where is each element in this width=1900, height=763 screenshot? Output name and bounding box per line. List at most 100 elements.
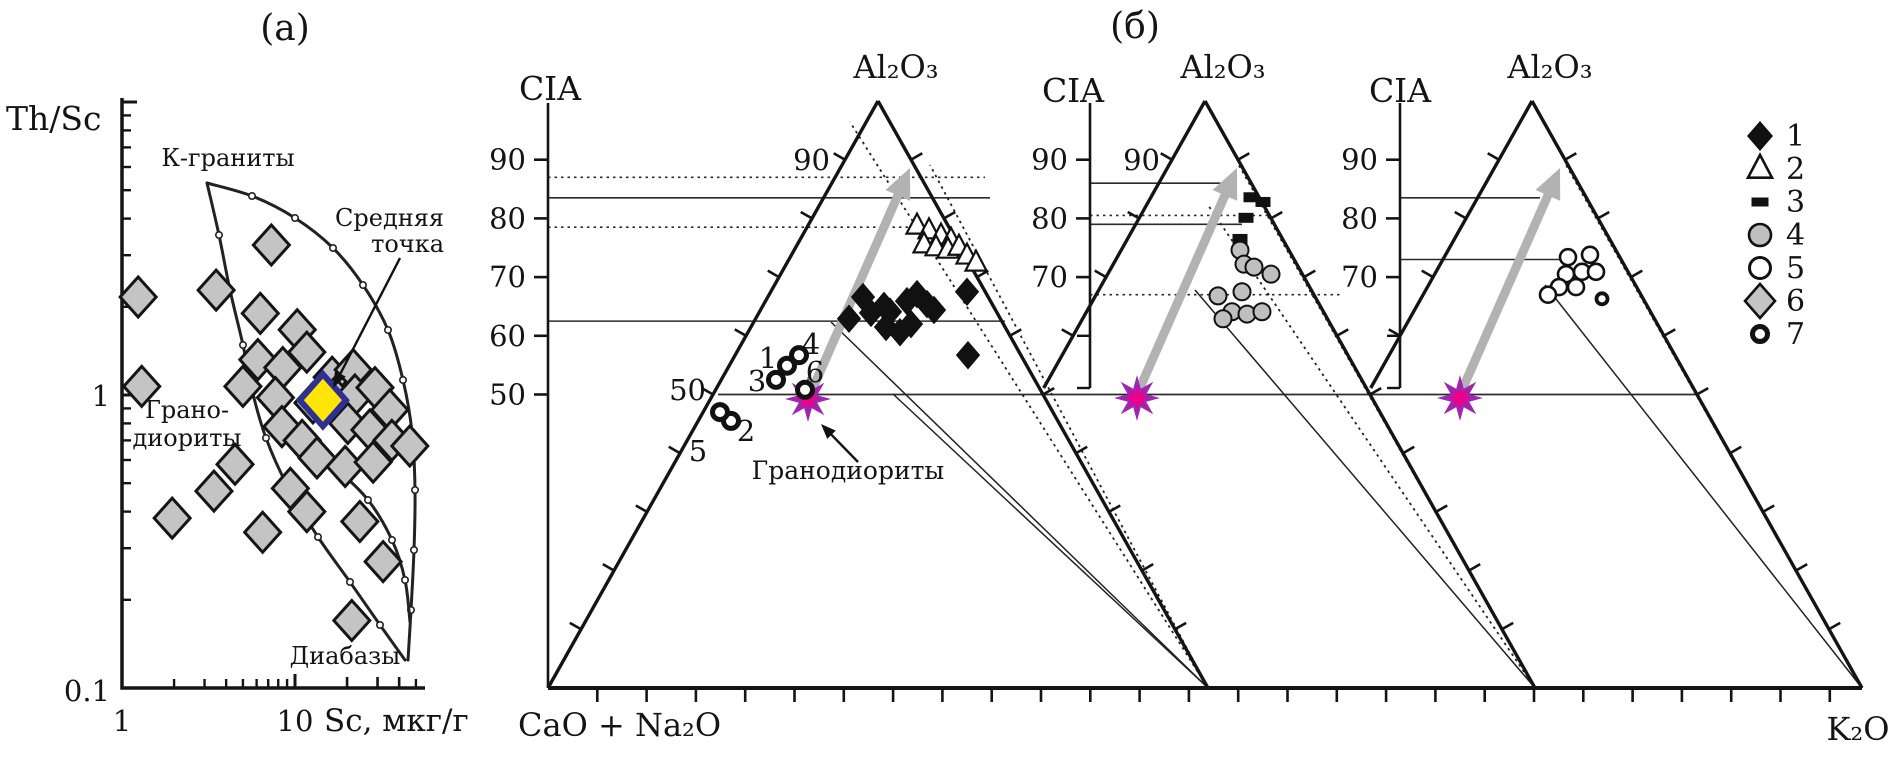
left-edge-tick [734, 328, 747, 337]
right-edge-tick [1108, 504, 1121, 514]
legend-symbol-black-diamond [1747, 121, 1773, 151]
panel-b-dynamic-labels: 90 80 70 60 50 90 50 1 2 3 4 5 6 90 80 70 90 90 80 70 [489, 143, 1378, 468]
boundary-marker [383, 325, 392, 334]
sample-diamond [286, 329, 327, 375]
sample-diamond [152, 495, 193, 541]
right-edge-tick [1402, 445, 1415, 455]
cia-tick-label: 60 [489, 319, 526, 353]
sample-diamond [286, 489, 327, 534]
cia-tick-label: 90 [489, 143, 526, 177]
boundary-marker [363, 495, 372, 504]
sample-diamond [389, 423, 430, 469]
mean-point-label-line1: Средняя [335, 204, 444, 232]
cia-tick-label: 70 [1031, 260, 1068, 294]
ternary-left-edge [1042, 100, 1207, 389]
sample-number-label: 3 [748, 364, 766, 398]
legend-symbol-gray-diamond [1743, 282, 1777, 320]
legend-symbol-gray-circle [1747, 222, 1773, 248]
sample-number-label: 4 [802, 327, 820, 361]
right-edge-tick [1795, 563, 1808, 572]
cia-tick-label: 50 [489, 378, 526, 412]
right-edge-tick [1009, 328, 1022, 337]
left-edge-tick [1127, 210, 1140, 220]
point-black-diamond [898, 309, 924, 339]
right-edge-tick [1663, 328, 1676, 337]
sample-diamond [251, 222, 292, 268]
sample-diamond [296, 435, 338, 481]
left-edge-tick [1421, 269, 1434, 279]
sample-diamond [222, 364, 263, 409]
right-edge-tick [1237, 152, 1250, 161]
granodiorites-annotation-arrow-shaft [829, 432, 859, 463]
panel-a-xtick-10: 10 [277, 704, 314, 738]
legend-item-label: 6 [1786, 284, 1805, 319]
panel-b-title: (б) [1110, 6, 1160, 47]
edge-tick-label: 90 [1123, 143, 1160, 177]
apex-label-al2o3-1: Al₂O₃ [852, 48, 938, 86]
left-edge-tick [1454, 210, 1467, 220]
right-edge-tick [1729, 445, 1742, 455]
boundary-marker [290, 214, 299, 223]
right-edge-tick [1501, 621, 1514, 631]
panel-a-ytick-1: 1 [92, 379, 110, 413]
point-black-diamond [921, 295, 947, 325]
right-edge-tick [976, 269, 989, 279]
sample-diamond [363, 539, 404, 584]
sample-diamond [327, 401, 368, 446]
point-open-circle [1586, 262, 1606, 282]
point-black-diamond [858, 298, 884, 328]
sample-number-label: 2 [737, 414, 755, 448]
granodiorites-annotation: Гранодиориты [752, 456, 945, 485]
mean-annotation-arrow-shaft [338, 257, 402, 377]
point-gray-circle [1208, 286, 1228, 306]
cia-tick-label: 80 [489, 201, 526, 235]
sample-diamond [214, 442, 256, 487]
point-black-square [1232, 233, 1248, 244]
cia-tick-label: 90 [1341, 143, 1378, 177]
point-black-diamond [955, 340, 981, 370]
panel-a-xtick-1: 1 [113, 704, 131, 738]
cia-tick-label: 70 [489, 260, 526, 294]
sample-number-label: 6 [806, 355, 824, 389]
field-boundary-outer-lens [205, 181, 417, 662]
point-black-square [1238, 212, 1254, 223]
right-edge-tick [1141, 563, 1154, 572]
mean-annotation-arrow-head [333, 371, 346, 388]
sample-diamond [118, 274, 159, 320]
corner-label-cao-na2o: CaO + Na₂O [518, 706, 721, 744]
edge-tick-label: 90 [793, 143, 830, 177]
boundary-marker [409, 545, 418, 554]
trend-line [892, 393, 1209, 689]
cia-axis-label-3: CIA [1369, 71, 1432, 110]
field-label-granodiorites-2: диориты [133, 424, 242, 452]
point-bold-ring [710, 402, 730, 423]
boundary-marker [345, 577, 354, 586]
right-edge-tick [910, 152, 923, 161]
point-small-ring [1594, 291, 1610, 307]
boundary-marker [398, 375, 407, 384]
apex-label-al2o3-2: Al₂O₃ [1179, 48, 1265, 86]
boundary-marker [328, 244, 337, 253]
point-black-square [1255, 196, 1271, 207]
right-edge-tick [1075, 445, 1088, 455]
cia-axis-label-1: CIA [519, 69, 582, 108]
mean-point-label-line2: точка [371, 230, 444, 258]
panel-b-data-points [710, 192, 1610, 431]
boundary-marker [375, 620, 384, 629]
boundary-marker [261, 433, 270, 442]
legend-item-label: 4 [1786, 218, 1805, 253]
point-bold-ring [795, 379, 815, 400]
left-edge-tick [800, 210, 813, 220]
panel-a-title: (а) [260, 8, 310, 49]
right-edge-tick [1630, 269, 1643, 279]
cia-tick-label: 80 [1031, 201, 1068, 235]
trend-line [1544, 284, 1863, 689]
panel-a-data-points [118, 222, 430, 643]
panel-a-x-axis-label: Sc, мкг/г [324, 703, 469, 739]
right-edge-tick [943, 210, 956, 220]
right-edge-tick [1564, 152, 1577, 161]
